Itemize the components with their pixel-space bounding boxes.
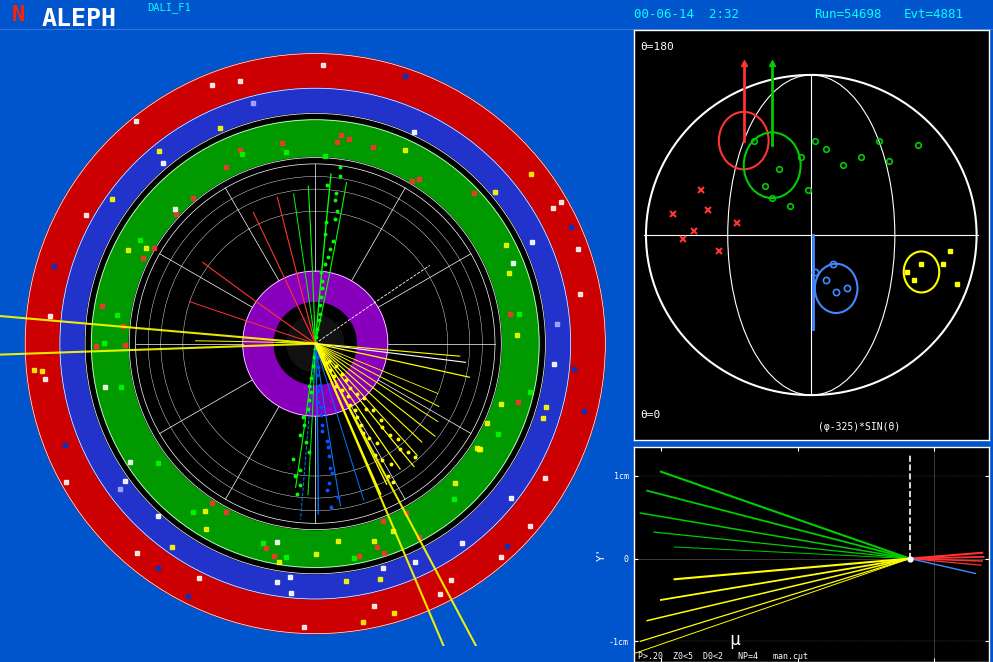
Circle shape [129, 158, 501, 530]
Text: θ=180: θ=180 [640, 42, 674, 52]
Circle shape [25, 54, 606, 634]
Circle shape [136, 164, 495, 524]
Circle shape [85, 113, 545, 574]
Text: P>.20  Z0<5  D0<2   NP=4   man.cut: P>.20 Z0<5 D0<2 NP=4 man.cut [638, 651, 807, 661]
Text: ALEPH: ALEPH [42, 7, 117, 31]
Text: θ=0: θ=0 [640, 410, 661, 420]
Text: 00-06-14  2:32: 00-06-14 2:32 [634, 9, 739, 21]
Circle shape [287, 315, 344, 372]
Circle shape [242, 271, 388, 416]
Text: N: N [12, 5, 25, 25]
Text: Run=54698: Run=54698 [814, 9, 882, 21]
Text: DALI_F1: DALI_F1 [147, 2, 191, 13]
Circle shape [91, 120, 539, 567]
Circle shape [60, 88, 571, 599]
Text: Evt=4881: Evt=4881 [904, 9, 963, 21]
Y-axis label: Y': Y' [597, 547, 608, 561]
Text: μ: μ [729, 632, 740, 649]
Circle shape [274, 303, 356, 385]
Text: (φ-325)*SIN(θ): (φ-325)*SIN(θ) [818, 422, 901, 432]
